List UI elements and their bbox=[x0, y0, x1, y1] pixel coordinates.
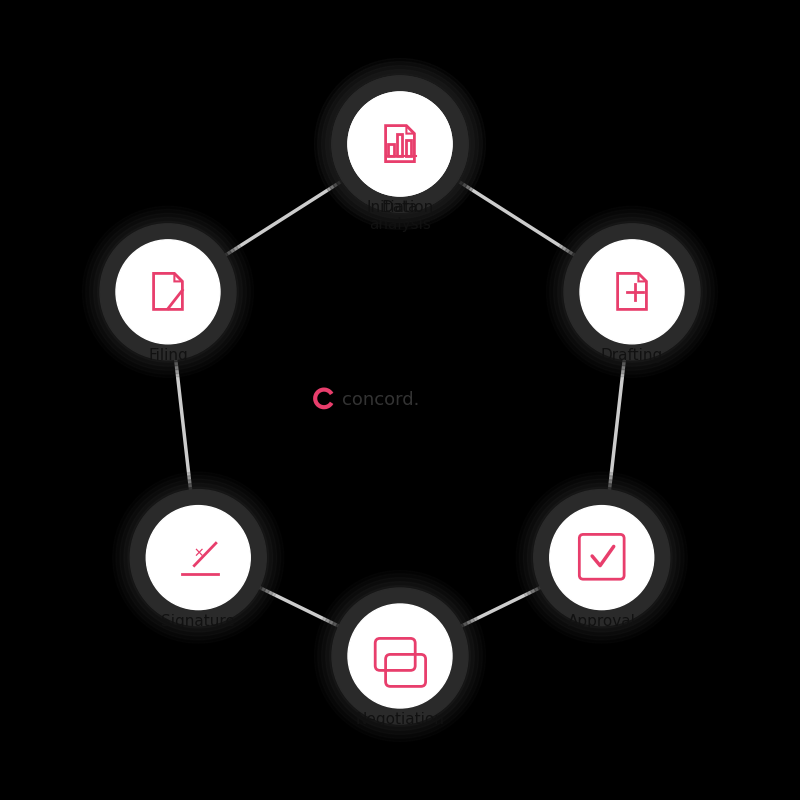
Circle shape bbox=[318, 574, 482, 738]
Text: concord.: concord. bbox=[342, 391, 420, 409]
Circle shape bbox=[332, 76, 468, 212]
Circle shape bbox=[550, 506, 654, 610]
Text: Data
analysis: Data analysis bbox=[369, 200, 431, 232]
Circle shape bbox=[94, 218, 242, 366]
Text: Filing: Filing bbox=[148, 348, 188, 363]
Text: Drafting: Drafting bbox=[601, 348, 663, 363]
Circle shape bbox=[82, 206, 254, 378]
Text: Initiation: Initiation bbox=[366, 200, 434, 215]
Circle shape bbox=[332, 76, 468, 212]
Circle shape bbox=[531, 487, 672, 628]
Circle shape bbox=[326, 70, 474, 218]
Text: Signature: Signature bbox=[162, 614, 235, 629]
Circle shape bbox=[146, 506, 250, 610]
Circle shape bbox=[348, 604, 452, 708]
Circle shape bbox=[348, 92, 452, 196]
Circle shape bbox=[546, 206, 718, 378]
Circle shape bbox=[322, 578, 478, 734]
Circle shape bbox=[318, 62, 482, 226]
Circle shape bbox=[113, 472, 284, 643]
Circle shape bbox=[100, 224, 236, 360]
Circle shape bbox=[348, 92, 452, 196]
Circle shape bbox=[519, 475, 684, 640]
Circle shape bbox=[314, 58, 486, 230]
Text: ✕: ✕ bbox=[193, 547, 203, 560]
Circle shape bbox=[98, 222, 238, 362]
Circle shape bbox=[130, 490, 266, 626]
Bar bbox=[406, 140, 411, 156]
Circle shape bbox=[128, 487, 269, 628]
Circle shape bbox=[314, 570, 486, 742]
Circle shape bbox=[550, 210, 714, 374]
Circle shape bbox=[564, 224, 700, 360]
Circle shape bbox=[124, 483, 273, 632]
Bar bbox=[388, 144, 394, 156]
Circle shape bbox=[580, 240, 684, 344]
Circle shape bbox=[330, 74, 470, 214]
Circle shape bbox=[86, 210, 250, 374]
Circle shape bbox=[558, 218, 706, 366]
Circle shape bbox=[120, 479, 277, 636]
Circle shape bbox=[330, 586, 470, 726]
Circle shape bbox=[326, 70, 474, 218]
Circle shape bbox=[332, 588, 468, 724]
Circle shape bbox=[116, 475, 281, 640]
Circle shape bbox=[90, 214, 246, 370]
Circle shape bbox=[562, 222, 702, 362]
Circle shape bbox=[322, 66, 478, 222]
Circle shape bbox=[330, 74, 470, 214]
Circle shape bbox=[318, 62, 482, 226]
Text: Approval: Approval bbox=[568, 614, 636, 629]
Circle shape bbox=[322, 66, 478, 222]
Circle shape bbox=[516, 472, 687, 643]
Circle shape bbox=[116, 240, 220, 344]
Circle shape bbox=[554, 214, 710, 370]
Circle shape bbox=[527, 483, 676, 632]
Text: Negotiation: Negotiation bbox=[355, 712, 445, 727]
Circle shape bbox=[523, 479, 680, 636]
Bar bbox=[397, 134, 402, 156]
Circle shape bbox=[314, 58, 486, 230]
Circle shape bbox=[534, 490, 670, 626]
Circle shape bbox=[326, 582, 474, 730]
